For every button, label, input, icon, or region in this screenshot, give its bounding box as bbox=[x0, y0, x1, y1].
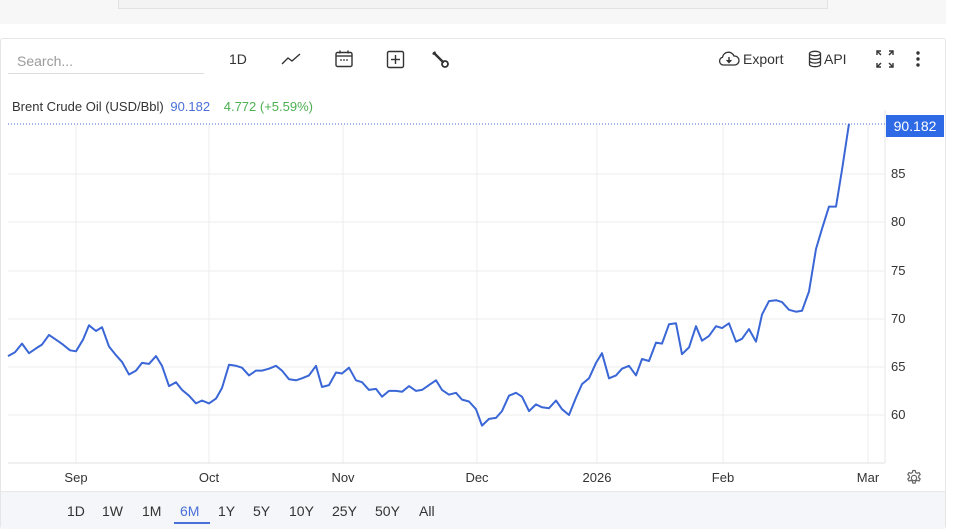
y-tick-label: 60 bbox=[891, 407, 906, 422]
interval-button[interactable]: 1D bbox=[229, 47, 247, 71]
series-price: 90.182 bbox=[170, 99, 211, 114]
indicators-button[interactable] bbox=[430, 47, 450, 71]
page-top-band bbox=[0, 0, 946, 24]
compare-button[interactable] bbox=[386, 47, 405, 71]
chart-type-button[interactable] bbox=[281, 47, 301, 71]
series-change: 4.772 (+5.59%) bbox=[223, 99, 313, 114]
export-button[interactable]: Export bbox=[718, 47, 783, 71]
y-tick-label: 80 bbox=[891, 214, 906, 229]
interval-label: 1D bbox=[229, 51, 247, 67]
last-price-tag: 90.182 bbox=[886, 115, 944, 137]
range-50y-button[interactable]: 50Y bbox=[375, 503, 400, 519]
wrench-icon bbox=[430, 49, 450, 69]
more-options-button[interactable] bbox=[914, 47, 922, 71]
top-panel-edge bbox=[118, 0, 828, 9]
x-tick-label: Nov bbox=[331, 470, 355, 485]
fullscreen-icon bbox=[875, 49, 895, 69]
y-tick-label: 75 bbox=[891, 263, 906, 278]
range-5y-button[interactable]: 5Y bbox=[253, 503, 271, 519]
search-input[interactable] bbox=[8, 48, 204, 74]
range-1d-button[interactable]: 1D bbox=[67, 503, 85, 519]
database-icon bbox=[808, 50, 822, 68]
vertical-dots-icon bbox=[914, 50, 922, 68]
x-tick-label: Sep bbox=[64, 470, 88, 485]
y-tick-label: 65 bbox=[891, 359, 906, 374]
active-range-underline bbox=[174, 522, 210, 524]
range-6m-button[interactable]: 6M bbox=[180, 503, 200, 519]
x-tick-label: 2026 bbox=[582, 470, 612, 485]
chart-widget bbox=[0, 38, 946, 529]
fullscreen-button[interactable] bbox=[875, 47, 895, 71]
date-range-button[interactable] bbox=[334, 47, 354, 71]
calendar-icon bbox=[334, 49, 354, 69]
x-tick-label: Dec bbox=[465, 470, 489, 485]
y-tick-label: 70 bbox=[891, 311, 906, 326]
api-label: API bbox=[824, 51, 847, 67]
plus-square-icon bbox=[386, 50, 405, 69]
price-line bbox=[7, 123, 850, 427]
api-button[interactable]: API bbox=[808, 47, 847, 71]
chart-legend: Brent Crude Oil (USD/Bbl) 90.182 4.772 (… bbox=[12, 99, 313, 114]
cloud-download-icon bbox=[718, 51, 740, 67]
line-chart-icon bbox=[281, 52, 301, 66]
range-10y-button[interactable]: 10Y bbox=[289, 503, 314, 519]
gridlines bbox=[8, 124, 885, 463]
range-1y-button[interactable]: 1Y bbox=[218, 503, 236, 519]
range-1w-button[interactable]: 1W bbox=[102, 503, 123, 519]
series-name: Brent Crude Oil (USD/Bbl) bbox=[12, 99, 164, 114]
chart-settings-button[interactable] bbox=[905, 469, 923, 492]
x-tick-label: Mar bbox=[856, 470, 880, 485]
y-tick-label: 85 bbox=[891, 166, 906, 181]
x-tick-label: Feb bbox=[711, 470, 735, 485]
range-1m-button[interactable]: 1M bbox=[142, 503, 162, 519]
x-tick-label: Oct bbox=[198, 470, 220, 485]
range-selector-bar bbox=[1, 491, 945, 529]
range-25y-button[interactable]: 25Y bbox=[332, 503, 357, 519]
export-label: Export bbox=[743, 51, 784, 67]
gear-icon bbox=[905, 469, 923, 491]
range-all-button[interactable]: All bbox=[419, 503, 435, 519]
